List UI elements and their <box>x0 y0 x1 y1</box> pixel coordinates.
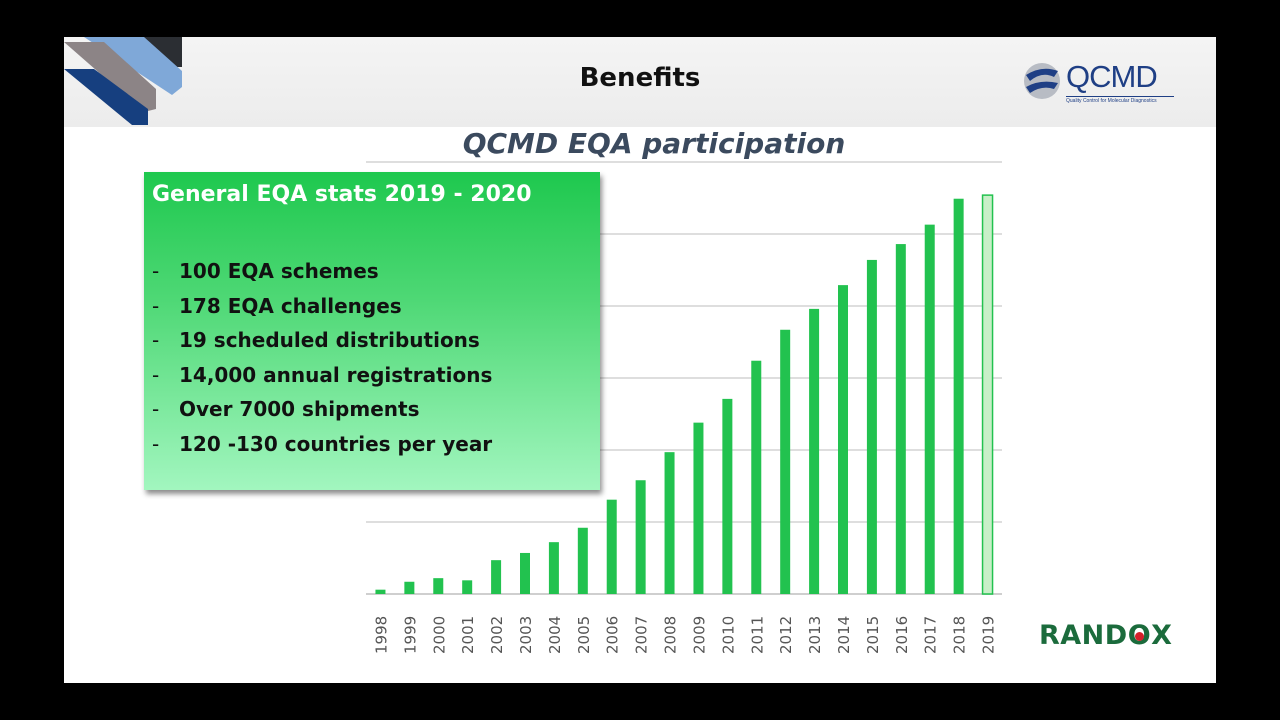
x-tick-label: 2009 <box>690 616 708 654</box>
randox-red-dot-icon <box>1135 631 1145 641</box>
bar-2002 <box>491 560 502 594</box>
bar-2010 <box>722 398 733 594</box>
randox-logo: RANDOX <box>1039 620 1172 651</box>
corner-decoration-icon <box>64 37 182 125</box>
bar-2001 <box>462 580 473 594</box>
stats-item: -100 EQA schemes <box>152 254 492 289</box>
bar-2009 <box>693 422 704 594</box>
bar-2013 <box>809 308 820 594</box>
bar-2014 <box>838 285 848 594</box>
x-tick-label: 2016 <box>893 616 911 654</box>
bar-1998 <box>375 589 386 594</box>
stats-item-text: 120 -130 countries per year <box>179 431 493 456</box>
bar-2007 <box>635 480 646 594</box>
stats-item-text: Over 7000 shipments <box>179 397 420 422</box>
bar-2006 <box>606 499 617 594</box>
stats-item-text: 14,000 annual registrations <box>179 362 493 387</box>
bar-2018 <box>953 198 964 594</box>
x-tick-label: 2019 <box>980 616 998 654</box>
x-tick-label: 2015 <box>864 616 882 654</box>
x-tick-label: 2011 <box>748 616 766 654</box>
x-tick-label: 2002 <box>488 616 506 654</box>
stats-item: -178 EQA challenges <box>152 289 492 324</box>
bar-1999 <box>404 581 415 594</box>
slide: Benefits QCMD Quality Control for Molecu… <box>64 37 1216 683</box>
stats-list: -100 EQA schemes -178 EQA challenges -19… <box>152 254 492 462</box>
bar-2000 <box>433 578 444 594</box>
slide-header: Benefits QCMD Quality Control for Molecu… <box>64 37 1216 127</box>
bullet-dash: - <box>152 328 160 353</box>
x-tick-label: 2003 <box>517 616 535 654</box>
x-tick-label: 2006 <box>604 616 622 654</box>
x-tick-label: 2005 <box>575 616 593 654</box>
stats-item-text: 178 EQA challenges <box>179 293 402 318</box>
bar-2015 <box>866 259 877 594</box>
stats-item: -19 scheduled distributions <box>152 323 492 358</box>
qcmd-logo-text: QCMD <box>1066 59 1158 94</box>
chart-title: QCMD EQA participation <box>462 127 846 160</box>
x-tick-label: 2013 <box>806 616 824 654</box>
bar-2016 <box>895 244 906 594</box>
bullet-dash: - <box>152 362 160 387</box>
bar-2004 <box>548 542 559 594</box>
stats-item-text: 100 EQA schemes <box>179 259 379 283</box>
x-tick-label: 2001 <box>459 616 477 654</box>
bullet-dash: - <box>152 431 160 456</box>
bullet-dash: - <box>152 397 160 422</box>
bar-2012 <box>780 329 791 594</box>
x-tick-label: 2000 <box>430 616 448 654</box>
bar-2005 <box>577 527 588 594</box>
qcmd-globe-icon <box>1024 63 1060 99</box>
stats-item: - Over 7000 shipments <box>152 392 492 427</box>
bar-chart: 1998 1999 2000 2001 2002 2003 2004 2005 2006 2007… <box>366 161 1002 654</box>
bar-2011 <box>751 360 762 594</box>
x-tick-label: 1999 <box>401 616 419 654</box>
x-tick-label: 2004 <box>546 616 564 654</box>
x-tick-label: 2008 <box>662 616 680 654</box>
randox-logo-o: O <box>1128 620 1151 651</box>
randox-logo-text: RAND <box>1039 620 1128 651</box>
stats-box: General EQA stats 2019 - 2020 -100 EQA s… <box>144 172 600 490</box>
bullet-dash: - <box>152 259 160 283</box>
x-tick-label: 2017 <box>922 616 940 654</box>
bar-2008 <box>664 452 675 594</box>
x-tick-label: 2012 <box>777 616 795 654</box>
x-tick-label: 2010 <box>719 616 737 654</box>
qcmd-logo: QCMD Quality Control for Molecular Diagn… <box>1020 57 1180 107</box>
randox-logo-text-end: X <box>1151 620 1173 651</box>
x-tick-label: 2014 <box>835 616 853 654</box>
bar-2019 <box>981 194 994 595</box>
bar-2003 <box>520 552 530 594</box>
stats-item: -120 -130 countries per year <box>152 427 492 462</box>
page-title: Benefits <box>579 63 701 93</box>
stats-box-title: General EQA stats 2019 - 2020 <box>152 182 532 207</box>
bullet-dash: - <box>152 293 160 318</box>
x-tick-label: 1998 <box>372 616 390 654</box>
qcmd-logo-tagline: Quality Control for Molecular Diagnostic… <box>1066 96 1174 104</box>
bar-2017 <box>924 224 935 594</box>
x-tick-label: 2018 <box>951 616 969 654</box>
stats-item: -14,000 annual registrations <box>152 358 492 393</box>
stats-item-text: 19 scheduled distributions <box>179 328 480 353</box>
x-tick-label: 2007 <box>633 616 651 654</box>
